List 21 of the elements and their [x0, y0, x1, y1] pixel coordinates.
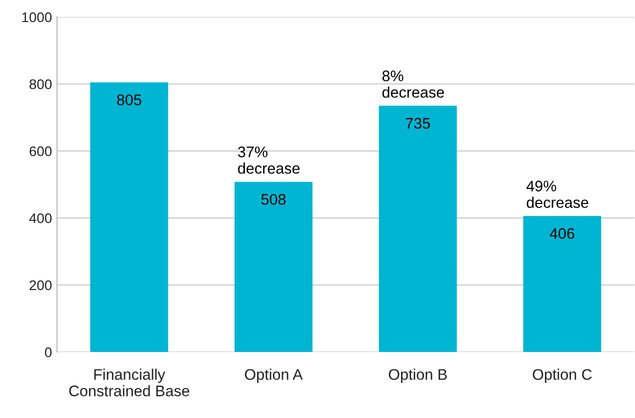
data-label: 406 [550, 228, 574, 239]
x-tick-label: Financially Constrained Base [69, 368, 190, 396]
y-tick-label: 400 [29, 213, 52, 224]
y-tick-label: 1000 [22, 12, 52, 22]
bar [378, 106, 457, 352]
data-label: 508 [261, 194, 286, 205]
bar [234, 182, 312, 352]
annotation: 8% decrease [382, 70, 444, 98]
x-tick-label: Option C [532, 368, 592, 383]
x-tick-label: Option B [388, 368, 447, 383]
bar [90, 82, 168, 352]
y-tick-label: 200 [30, 280, 52, 290]
data-label: 735 [406, 118, 430, 129]
x-tick-label: Option A [244, 368, 303, 383]
bar [523, 216, 602, 352]
y-tick-label: 800 [30, 79, 52, 90]
y-tick-label: 0 [44, 347, 52, 358]
data-label: 805 [117, 94, 142, 106]
y-tick-label: 600 [30, 146, 52, 156]
annotation: 37% decrease [238, 146, 300, 174]
annotation: 49% decrease [526, 180, 588, 208]
